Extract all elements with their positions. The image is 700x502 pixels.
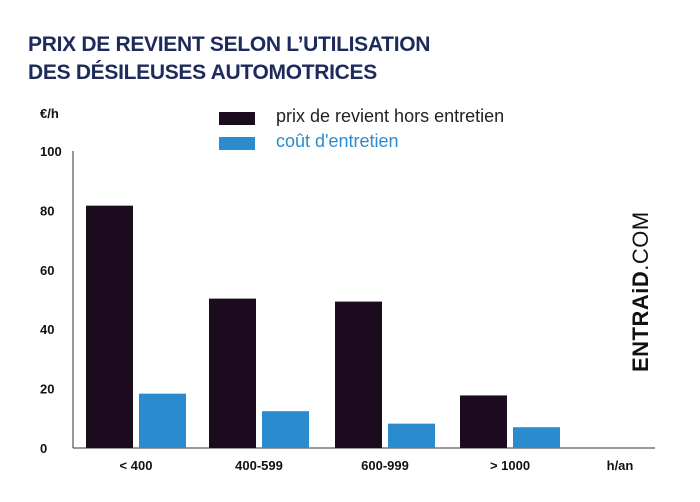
legend-label-blue: coût d'entretien (276, 131, 399, 151)
chart-title-line2: DES DÉSILEUSES AUTOMOTRICES (28, 61, 377, 84)
chart-title-line1: PRIX DE REVIENT SELON L’UTILISATION (28, 33, 431, 56)
y-tick-label: 40 (40, 322, 54, 337)
bar-prix-revient (86, 205, 133, 448)
x-tick-label: < 400 (120, 458, 153, 473)
y-tick-label: 60 (40, 263, 54, 278)
x-axis-label: h/an (607, 458, 634, 473)
x-tick-label: 600-999 (361, 458, 409, 473)
y-tick-label: 80 (40, 203, 54, 218)
bar-cout-entretien (139, 393, 186, 448)
x-tick-label: 400-599 (235, 458, 283, 473)
legend-label-dark: prix de revient hors entretien (276, 106, 505, 126)
x-tick-label: > 1000 (490, 458, 530, 473)
y-tick-label: 20 (40, 382, 54, 397)
bar-cout-entretien (513, 427, 560, 448)
bar-prix-revient (209, 298, 256, 448)
legend-swatch-dark (219, 112, 255, 125)
y-tick-label: 100 (40, 144, 62, 159)
y-axis-label: €/h (40, 106, 59, 121)
bar-prix-revient (335, 301, 382, 448)
legend-swatch-blue (219, 137, 255, 150)
bar-prix-revient (460, 395, 507, 448)
bar-cout-entretien (388, 423, 435, 448)
bar-cout-entretien (262, 411, 309, 448)
y-tick-label: 0 (40, 441, 47, 456)
